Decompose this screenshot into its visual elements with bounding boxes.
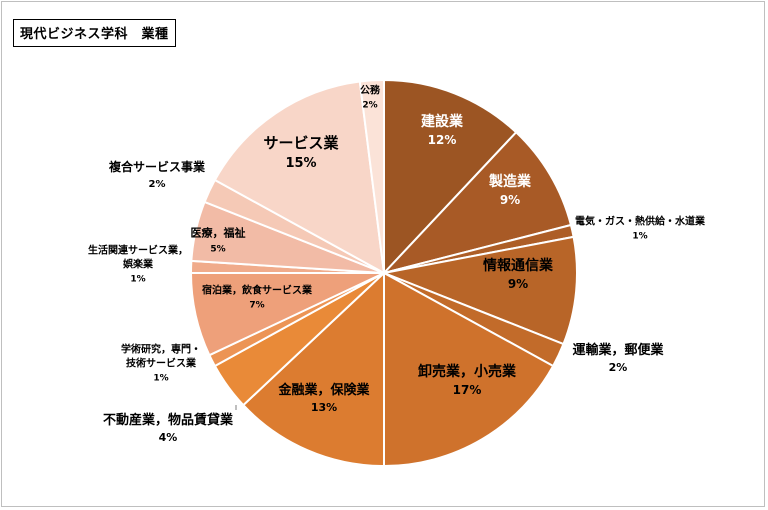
slice-label: 医療，福祉 5% (191, 225, 246, 254)
slice-label: 不動産業，物品賃貸業 4% (103, 412, 234, 444)
slice-label-text: 娯楽業 (123, 258, 154, 271)
pie-slice (213, 80, 386, 275)
slice-percent: 1% (632, 232, 647, 242)
slice-percent: 7% (249, 301, 264, 311)
slice-label: 複合サービス事業 2% (108, 159, 206, 190)
slice-label-text: 宿泊業，飲食サービス業 (202, 284, 313, 297)
pie-slice (380, 235, 578, 346)
slice-percent: 9% (508, 277, 528, 291)
slice-percent: 1% (130, 275, 145, 285)
slice-percent: 1% (153, 374, 168, 384)
slice-label-text: 建設業 (421, 113, 464, 130)
slice-label-text: 複合サービス事業 (108, 159, 206, 174)
slice-label-text: 不動産業，物品賃貸業 (103, 412, 234, 428)
slice-percent: 2% (362, 101, 377, 111)
slice-label: 電気・ガス・熱供給・水道業 1% (575, 215, 706, 242)
slice-label-text: 電気・ガス・熱供給・水道業 (575, 215, 706, 228)
chart-title: 現代ビジネス学科 業種 (13, 19, 176, 47)
slice-label: 宿泊業，飲食サービス業 7% (202, 284, 313, 311)
slice-percent: 17% (453, 383, 482, 397)
slice-label: 金融業，保険業 13% (277, 382, 370, 414)
slice-label: 卸売業，小売業 17% (418, 363, 517, 397)
slice-label: 学術研究，専門・技術サービス業 1% (121, 343, 201, 384)
slice-label-text: 情報通信業 (483, 257, 554, 274)
slice-percent: 2% (149, 179, 166, 190)
pie-slice (383, 78, 518, 276)
slice-label-text: 製造業 (488, 173, 532, 190)
slice-label-text: 金融業，保険業 (277, 382, 370, 398)
slice-label-text: 卸売業，小売業 (418, 363, 517, 380)
slice-percent: 9% (500, 193, 520, 207)
slice-label-text: 学術研究，専門・ (121, 343, 201, 356)
slice-label: 生活関連サービス業，娯楽業 1% (88, 244, 188, 285)
slice-percent: 5% (210, 244, 225, 254)
pie-slice (380, 130, 573, 275)
slice-label-text: 公務 (360, 84, 381, 97)
slice-percent: 12% (428, 133, 457, 147)
slice-label-text: 生活関連サービス業， (88, 244, 188, 257)
slice-label-text: 技術サービス業 (126, 357, 197, 370)
pie-slice (358, 78, 385, 274)
slice-label: 製造業 9% (488, 173, 532, 207)
pie-slice (383, 271, 555, 468)
slice-label-text: 医療，福祉 (191, 225, 246, 239)
slice-label: サービス業 15% (263, 134, 339, 171)
slice-label-text: サービス業 (263, 134, 339, 152)
pie-slice (241, 270, 385, 468)
slice-percent: 13% (311, 401, 337, 414)
slice-percent: 15% (285, 156, 316, 171)
slice-label-text: 運輸業，郵便業 (572, 342, 664, 358)
slice-percent: 2% (609, 361, 628, 374)
slice-label: 運輸業，郵便業 2% (572, 342, 664, 374)
slice-label: 情報通信業 9% (483, 257, 554, 291)
slice-percent: 4% (159, 431, 178, 444)
slice-label: 公務 2% (360, 84, 381, 111)
slice-label: 建設業 12% (421, 113, 464, 147)
